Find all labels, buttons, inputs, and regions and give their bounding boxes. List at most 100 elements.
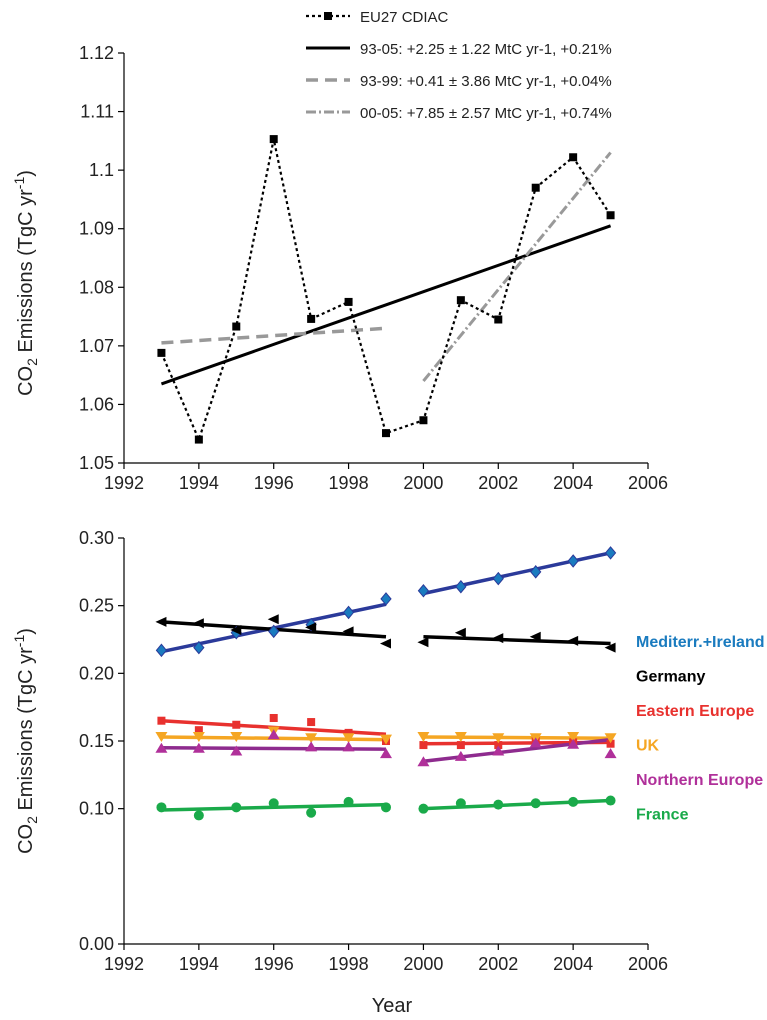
x-tick-label: 1996	[254, 473, 294, 493]
data-point-uk	[417, 731, 430, 742]
x-tick-label: 2006	[628, 954, 668, 974]
data-point-france	[156, 802, 167, 813]
data-point-northern-europe	[529, 737, 542, 748]
x-tick-label: 1992	[104, 473, 144, 493]
legend-marker	[324, 12, 332, 20]
x-tick-label: 2000	[403, 954, 443, 974]
data-point-france	[268, 798, 279, 809]
data-point-uk	[305, 733, 318, 744]
data-point-northern-europe	[604, 748, 617, 759]
data-point-eastern-europe	[419, 741, 428, 750]
data-point-germany	[604, 642, 616, 653]
data-point	[569, 153, 578, 162]
series-line-93-05	[160, 224, 612, 386]
x-tick-label: 2002	[478, 473, 518, 493]
data-point-germany	[380, 638, 391, 649]
y-tick-label: 0.30	[79, 528, 114, 548]
data-point-germany	[342, 626, 354, 637]
data-point-mediterr-ireland	[567, 554, 579, 568]
data-point	[456, 296, 465, 305]
data-point	[307, 314, 316, 323]
data-point-france	[568, 796, 579, 807]
data-point	[157, 348, 166, 357]
x-tick-label: 2006	[628, 473, 668, 493]
data-point-uk	[492, 733, 505, 744]
data-point-germany	[267, 614, 279, 625]
data-point-mediterr-ireland	[268, 624, 280, 639]
data-point	[232, 322, 241, 331]
trend-line-france	[423, 798, 611, 811]
y-tick-label: 1.12	[79, 43, 114, 63]
legend-label-eastern-europe: Eastern Europe	[636, 703, 754, 720]
data-point-mediterr-ireland	[342, 605, 355, 620]
trend-line-northern-europe	[423, 737, 611, 764]
data-point-northern-europe	[155, 742, 168, 753]
data-point-northern-europe	[380, 748, 392, 759]
x-tick-label: 2004	[553, 954, 593, 974]
legend-label-mediterr-ireland: Mediterr.+Ireland	[636, 634, 765, 651]
legend-label: 93-99: +0.41 ± 3.86 MtC yr-1, +0.04%	[360, 73, 612, 90]
series-line-93-99	[161, 326, 387, 345]
data-point-eastern-europe	[344, 728, 353, 737]
data-point-uk	[567, 731, 580, 742]
y-tick-label: 1.05	[79, 453, 114, 473]
data-point	[269, 135, 278, 144]
data-point-france	[493, 799, 504, 810]
legend-label: 00-05: +7.85 ± 2.57 MtC yr-1, +0.74%	[360, 105, 612, 122]
data-point-uk	[155, 731, 168, 742]
data-point-northern-europe	[417, 756, 430, 767]
x-tick-label: 2004	[553, 473, 593, 493]
trend-line-mediterr-ireland	[423, 551, 611, 596]
data-point-eastern-europe	[232, 720, 241, 729]
data-point-uk	[454, 731, 467, 742]
y-tick-label: 1.08	[79, 277, 114, 297]
data-point-northern-europe	[267, 729, 280, 740]
data-point	[606, 211, 615, 220]
data-point-eastern-europe	[606, 739, 615, 748]
x-tick-label: 1992	[104, 954, 144, 974]
data-point-mediterr-ireland	[193, 640, 205, 655]
data-point-mediterr-ireland	[417, 583, 430, 598]
data-point	[531, 183, 540, 192]
y-tick-label: 1.06	[79, 394, 114, 414]
data-point-uk	[192, 731, 205, 742]
data-point-france	[530, 798, 541, 809]
x-tick-label: 1996	[254, 954, 294, 974]
data-point-germany	[567, 635, 579, 646]
y-tick-label: 1.1	[89, 160, 114, 180]
data-point-northern-europe	[454, 750, 467, 761]
y-tick-label: 0.25	[79, 596, 114, 616]
x-axis-label: Year	[372, 995, 413, 1017]
trend-line-uk	[423, 735, 611, 741]
x-tick-label: 2002	[478, 954, 518, 974]
top-panel: 1992 1994 1996 1998 2000 2002 2004 2006 1.05 1.06…	[11, 9, 668, 493]
data-point-eastern-europe	[494, 741, 503, 750]
x-tick-label: 1994	[179, 954, 219, 974]
bottom-panel: 1992 1994 1996 1998 2000 2002 2004 2006 0.00 0.10…	[11, 528, 765, 1017]
y-axis-label: CO2 Emissions (TgC yr-1)	[11, 170, 40, 396]
y-tick-label: 1.11	[80, 102, 114, 122]
data-point	[494, 315, 503, 324]
y-tick-label: 0.15	[79, 731, 114, 751]
data-point-mediterr-ireland	[455, 579, 467, 594]
x-tick-label: 1998	[329, 473, 369, 493]
data-point-mediterr-ireland	[380, 592, 392, 606]
y-tick-label: 0.00	[79, 934, 114, 954]
data-point-germany	[454, 627, 466, 638]
data-point-northern-europe	[230, 745, 243, 756]
data-point-northern-europe	[567, 738, 580, 749]
y-axis-label: CO2 Emissions (TgC yr-1)	[11, 628, 40, 854]
data-point-eastern-europe	[157, 716, 166, 725]
data-point-germany	[192, 618, 204, 629]
data-point-germany	[492, 633, 504, 644]
data-point-mediterr-ireland	[530, 565, 542, 579]
data-point-france	[381, 802, 391, 813]
x-tick-label: 1994	[179, 473, 219, 493]
legend-label-germany: Germany	[636, 669, 705, 686]
series-line-00-05	[422, 151, 612, 382]
data-point-france	[306, 807, 317, 818]
series-line-eu27-cdiac	[160, 138, 612, 443]
y-tick-label: 0.10	[79, 799, 114, 819]
data-point-northern-europe	[192, 742, 205, 753]
y-tick-label: 1.07	[79, 336, 114, 356]
